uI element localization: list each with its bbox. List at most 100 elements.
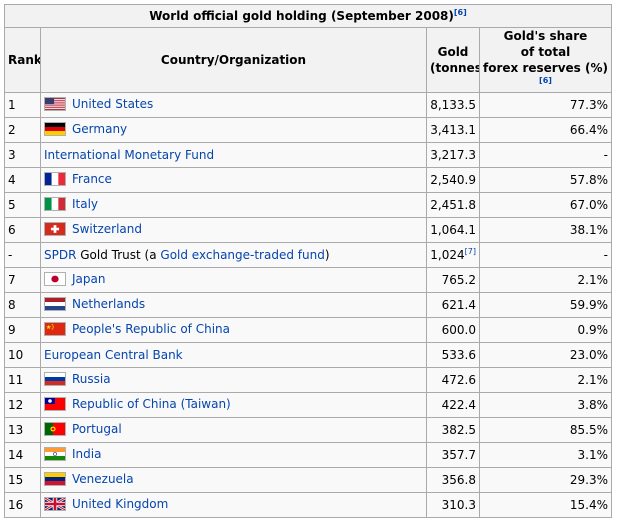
- netherlands-flag-icon: [44, 296, 66, 311]
- forex-share-cell: -: [479, 242, 612, 268]
- share-reference-link[interactable]: [6]: [539, 76, 552, 85]
- header-rank[interactable]: Rank: [4, 27, 41, 93]
- rank-cell: 11: [4, 367, 41, 393]
- country-link[interactable]: Italy: [72, 196, 99, 211]
- table-row: 15 Venezuela 356.8 29.3%: [4, 467, 612, 493]
- country-link[interactable]: Russia: [72, 371, 111, 386]
- country-link[interactable]: France: [72, 171, 112, 186]
- table-row: 5 Italy 2,451.8 67.0%: [4, 192, 612, 218]
- rank-cell: 15: [4, 467, 41, 493]
- gold-value: 1,064.1: [430, 223, 476, 237]
- portugal-flag-icon: [44, 421, 66, 436]
- gold-value: 310.3: [441, 498, 476, 512]
- header-share[interactable]: Gold's share of total forex reserves (%)[6…: [479, 27, 612, 93]
- gold-value: 2,540.9: [430, 173, 476, 187]
- country-link[interactable]: International Monetary Fund: [44, 148, 215, 162]
- forex-share-cell: 85.5%: [479, 417, 612, 443]
- country-cell: Netherlands: [40, 292, 427, 318]
- country-link[interactable]: Venezuela: [72, 471, 134, 486]
- gold-tonnes-cell: 356.8: [426, 467, 480, 493]
- table-row: 3 International Monetary Fund 3,217.3-: [4, 142, 612, 168]
- table-row: 1 United States 8,133.5 77.3%: [4, 92, 612, 118]
- gold-reference-link[interactable]: [7]: [464, 247, 476, 256]
- gold-value: 356.8: [441, 473, 476, 487]
- country-link[interactable]: India: [72, 446, 102, 461]
- forex-share-cell: 57.8%: [479, 167, 612, 193]
- country-cell: SPDR Gold Trust (a Gold exchange-traded …: [40, 242, 427, 268]
- gold-value: 357.7: [441, 448, 476, 462]
- forex-share-cell: 38.1%: [479, 217, 612, 243]
- country-link[interactable]: SPDR: [44, 248, 77, 262]
- japan-flag-icon: [44, 271, 66, 286]
- gold-etf-link[interactable]: Gold exchange-traded fund: [160, 248, 325, 262]
- header-gold[interactable]: Gold (tonnes): [426, 27, 480, 93]
- caption-reference-link[interactable]: [6]: [453, 8, 467, 17]
- gold-value: 2,451.8: [430, 198, 476, 212]
- country-link[interactable]: Republic of China (Taiwan): [72, 396, 231, 411]
- gold-tonnes-cell: 472.6: [426, 367, 480, 393]
- gold-tonnes-cell: 2,451.8: [426, 192, 480, 218]
- country-link[interactable]: United States: [72, 96, 154, 111]
- row-text: Gold Trust (a: [76, 248, 161, 262]
- row-text: ): [324, 248, 330, 262]
- forex-share-cell: 23.0%: [479, 342, 612, 368]
- country-cell: United States: [40, 92, 427, 118]
- gold-tonnes-cell: 8,133.5: [426, 92, 480, 118]
- italy-flag-icon: [44, 196, 66, 211]
- gold-value: 8,133.5: [430, 98, 476, 112]
- rank-cell: 6: [4, 217, 41, 243]
- india-flag-icon: [44, 446, 66, 461]
- uk-flag-icon: [44, 496, 66, 511]
- rank-cell: 7: [4, 267, 41, 293]
- gold-tonnes-cell: 382.5: [426, 417, 480, 443]
- forex-share-cell: 3.1%: [479, 442, 612, 468]
- country-cell: International Monetary Fund: [40, 142, 427, 168]
- table-row: 12 Republic of China (Taiwan) 422.4 3.8%: [4, 392, 612, 418]
- france-flag-icon: [44, 171, 66, 186]
- forex-share-cell: 3.8%: [479, 392, 612, 418]
- rank-cell: 1: [4, 92, 41, 118]
- table-row: 9 People's Republic of China 600.0 0.9%: [4, 317, 612, 343]
- country-link[interactable]: Germany: [72, 121, 128, 136]
- country-link[interactable]: Switzerland: [72, 221, 142, 236]
- gold-value: 600.0: [441, 323, 476, 337]
- header-gold-line2: (tonnes): [430, 61, 479, 75]
- header-country[interactable]: Country/Organization: [40, 27, 427, 93]
- table-row: - SPDR Gold Trust (a Gold exchange-traded…: [4, 242, 612, 268]
- table-body: 1 United States 8,133.5 77.3% 2 Germany 3,413.…: [4, 92, 612, 518]
- header-share-line2: of total: [520, 45, 571, 59]
- gold-tonnes-cell: 621.4: [426, 292, 480, 318]
- country-link[interactable]: European Central Bank: [44, 348, 183, 362]
- forex-share-cell: 0.9%: [479, 317, 612, 343]
- rank-cell: 14: [4, 442, 41, 468]
- country-link[interactable]: Japan: [72, 271, 106, 286]
- country-cell: Switzerland: [40, 217, 427, 243]
- table-row: 6 Switzerland 1,064.1 38.1%: [4, 217, 612, 243]
- table-row: 11 Russia 472.6 2.1%: [4, 367, 612, 393]
- china-flag-icon: [44, 321, 66, 336]
- country-link[interactable]: Netherlands: [72, 296, 146, 311]
- rank-cell: 2: [4, 117, 41, 143]
- gold-tonnes-cell: 533.6: [426, 342, 480, 368]
- gold-tonnes-cell: 422.4: [426, 392, 480, 418]
- table-row: 7 Japan 765.2 2.1%: [4, 267, 612, 293]
- gold-value: 382.5: [441, 423, 476, 437]
- gold-value: 472.6: [441, 373, 476, 387]
- table-row: 10 European Central Bank 533.6 23.0%: [4, 342, 612, 368]
- country-cell: France: [40, 167, 427, 193]
- country-link[interactable]: United Kingdom: [72, 496, 169, 511]
- country-cell: Portugal: [40, 417, 427, 443]
- rank-cell: 12: [4, 392, 41, 418]
- country-link[interactable]: Portugal: [72, 421, 122, 436]
- country-cell: People's Republic of China: [40, 317, 427, 343]
- header-row: Rank Country/Organization Gold (tonnes) G…: [4, 27, 612, 93]
- country-cell: Japan: [40, 267, 427, 293]
- forex-share-cell: 29.3%: [479, 467, 612, 493]
- table-row: 16 United Kingdom 310.3 15.4%: [4, 492, 612, 518]
- gold-tonnes-cell: 357.7: [426, 442, 480, 468]
- caption-text: World official gold holding (September 2…: [149, 9, 454, 23]
- gold-tonnes-cell: 600.0: [426, 317, 480, 343]
- taiwan-flag-icon: [44, 396, 66, 411]
- country-link[interactable]: People's Republic of China: [72, 321, 230, 336]
- rank-cell: 10: [4, 342, 41, 368]
